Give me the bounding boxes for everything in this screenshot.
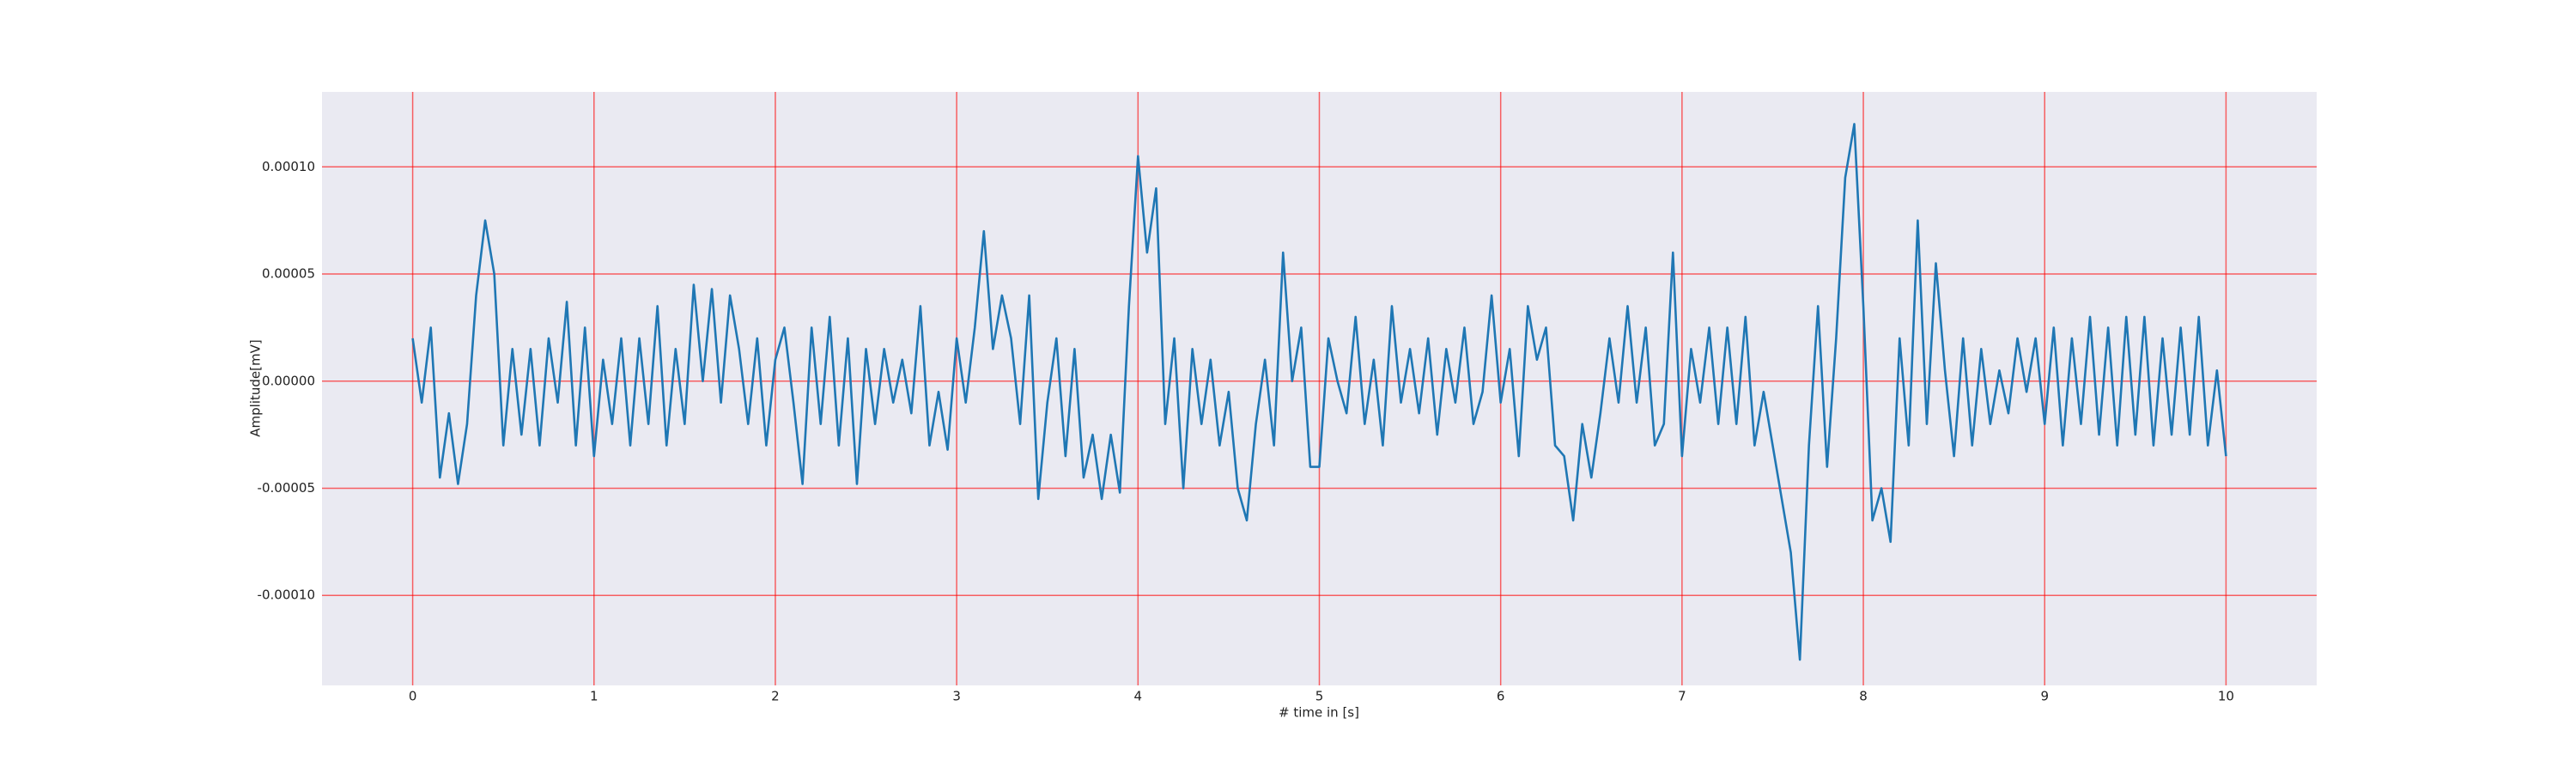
- y-tick-label: 0.00000: [262, 373, 315, 388]
- x-tick-label: 5: [1315, 689, 1324, 704]
- x-tick-label: 2: [771, 689, 780, 704]
- x-tick-label: 1: [590, 689, 598, 704]
- x-tick-label: 0: [409, 689, 417, 704]
- x-tick-label: 10: [2218, 689, 2234, 704]
- signal-line: [411, 123, 2227, 661]
- y-tick-label: -0.00010: [258, 587, 315, 603]
- y-axis-label: Amplitude[mV]: [248, 339, 264, 436]
- x-tick-label: 6: [1497, 689, 1505, 704]
- x-tick-label: 4: [1134, 689, 1143, 704]
- x-tick-label: 3: [952, 689, 961, 704]
- y-tick-label: 0.00005: [262, 266, 315, 282]
- x-axis-label: # time in [s]: [1279, 705, 1359, 721]
- y-tick-label: 0.00010: [262, 159, 315, 174]
- x-tick-label: 7: [1678, 689, 1686, 704]
- x-tick-label: 8: [1859, 689, 1868, 704]
- x-tick-label: 9: [2040, 689, 2049, 704]
- y-tick-label: -0.00005: [258, 480, 315, 496]
